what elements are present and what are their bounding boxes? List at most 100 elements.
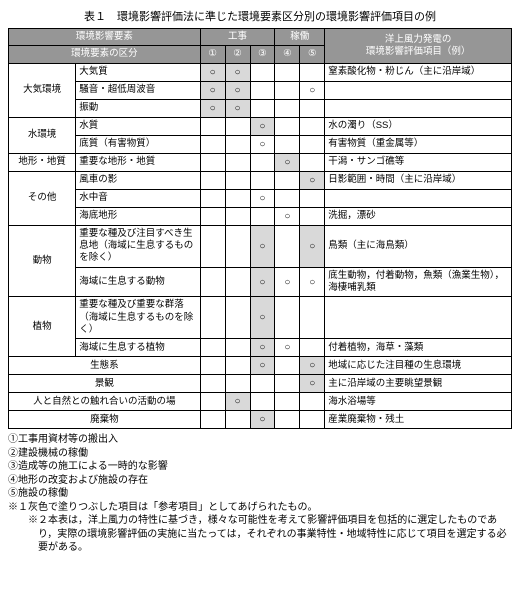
- mark-cell: [225, 225, 250, 267]
- hdr-n1: ①: [200, 46, 225, 63]
- hdr-n3: ③: [250, 46, 275, 63]
- mark-cell: ○: [200, 81, 225, 99]
- mark-cell: ○: [300, 81, 325, 99]
- mark-cell: ○: [275, 267, 300, 297]
- category-cell: その他: [9, 171, 76, 225]
- hdr-n2: ②: [225, 46, 250, 63]
- mark-cell: [250, 207, 275, 225]
- item-cell: 風車の影: [76, 171, 201, 189]
- footnote-line: ④地形の改変および施設の存在: [8, 474, 512, 488]
- mark-cell: [200, 225, 225, 267]
- mark-cell: [300, 135, 325, 153]
- mark-cell: ○: [200, 99, 225, 117]
- mark-cell: [250, 393, 275, 411]
- mark-cell: [275, 225, 300, 267]
- hdr-env-factor: 環境影響要素: [9, 29, 201, 46]
- eval-cell: 産業廃棄物・残土: [325, 411, 512, 429]
- mark-cell: [275, 375, 300, 393]
- eval-cell: 鳥類（主に海鳥類）: [325, 225, 512, 267]
- hdr-env-class: 環境要素の区分: [9, 46, 201, 63]
- mark-cell: ○: [225, 81, 250, 99]
- table-body: 大気環境大気質○○窒素酸化物・粉じん（主に沿岸域）騒音・超低周波音○○○振動○○…: [9, 63, 512, 429]
- mark-cell: ○: [225, 63, 250, 81]
- mark-cell: [250, 81, 275, 99]
- mark-cell: [300, 189, 325, 207]
- footnote-line: ※１灰色で塗りつぶした項目は「参考項目」としてあげられたもの。: [8, 501, 512, 515]
- mark-cell: [250, 375, 275, 393]
- mark-cell: [200, 189, 225, 207]
- table-row: その他風車の影○日影範囲・時間（主に沿岸域）: [9, 171, 512, 189]
- evaluation-table: 環境影響要素 工事 稼働 洋上風力発電の環境影響評価項目（例） 環境要素の区分 …: [8, 28, 512, 429]
- item-cell: 海域に生息する植物: [76, 339, 201, 357]
- mark-cell: ○: [250, 297, 275, 339]
- hdr-n4: ④: [275, 46, 300, 63]
- mark-cell: [225, 357, 250, 375]
- item-cell: 底質（有害物質）: [76, 135, 201, 153]
- mark-cell: ○: [300, 357, 325, 375]
- mark-cell: [250, 63, 275, 81]
- hdr-construction: 工事: [200, 29, 275, 46]
- item-cell: 重要な種及び重要な群落（海域に生息するものを除く）: [76, 297, 201, 339]
- eval-cell: 水の濁り（SS）: [325, 117, 512, 135]
- mark-cell: [275, 189, 300, 207]
- eval-cell: 有害物質（重金属等）: [325, 135, 512, 153]
- mark-cell: ○: [250, 339, 275, 357]
- table-row: 海域に生息する植物○○付着植物，海草・藻類: [9, 339, 512, 357]
- item-cell: 海域に生息する動物: [76, 267, 201, 297]
- mark-cell: [275, 117, 300, 135]
- mark-cell: [300, 297, 325, 339]
- footnote-line: ②建設機械の稼働: [8, 447, 512, 461]
- category-cell: 地形・地質: [9, 153, 76, 171]
- mark-cell: ○: [300, 171, 325, 189]
- mark-cell: [225, 153, 250, 171]
- mark-cell: [225, 207, 250, 225]
- footnote-line: ※２本表は，洋上風力の特性に基づき，様々な可能性を考えて影響評価項目を包括的に選…: [8, 514, 512, 555]
- mark-cell: [300, 153, 325, 171]
- mark-cell: [300, 339, 325, 357]
- eval-cell: 窒素酸化物・粉じん（主に沿岸域）: [325, 63, 512, 81]
- category-cell: 人と自然との触れ合いの活動の場: [9, 393, 201, 411]
- item-cell: 水中音: [76, 189, 201, 207]
- mark-cell: [200, 297, 225, 339]
- category-cell: 大気環境: [9, 63, 76, 117]
- mark-cell: [275, 297, 300, 339]
- mark-cell: ○: [275, 339, 300, 357]
- category-cell: 植物: [9, 297, 76, 357]
- eval-cell: 日影範囲・時間（主に沿岸域）: [325, 171, 512, 189]
- mark-cell: [300, 207, 325, 225]
- item-cell: 重要な種及び注目すべき生息地（海域に生息するものを除く）: [76, 225, 201, 267]
- table-header: 環境影響要素 工事 稼働 洋上風力発電の環境影響評価項目（例） 環境要素の区分 …: [9, 29, 512, 64]
- mark-cell: [300, 99, 325, 117]
- mark-cell: [200, 375, 225, 393]
- eval-cell: 底生動物，付着動物，魚類（漁業生物），海棲哺乳類: [325, 267, 512, 297]
- hdr-wind-eval: 洋上風力発電の環境影響評価項目（例）: [325, 29, 512, 64]
- mark-cell: [200, 171, 225, 189]
- mark-cell: [200, 339, 225, 357]
- mark-cell: [275, 393, 300, 411]
- category-cell: 生態系: [9, 357, 201, 375]
- mark-cell: [300, 63, 325, 81]
- mark-cell: [300, 393, 325, 411]
- mark-cell: [200, 393, 225, 411]
- table-row: 騒音・超低周波音○○○: [9, 81, 512, 99]
- mark-cell: [200, 135, 225, 153]
- hdr-operation: 稼働: [275, 29, 325, 46]
- mark-cell: ○: [300, 267, 325, 297]
- mark-cell: ○: [250, 357, 275, 375]
- eval-cell: [325, 99, 512, 117]
- eval-cell: [325, 189, 512, 207]
- table-row: 振動○○: [9, 99, 512, 117]
- mark-cell: [200, 411, 225, 429]
- mark-cell: ○: [250, 135, 275, 153]
- table-row: 底質（有害物質） ○ 有害物質（重金属等）: [9, 135, 512, 153]
- mark-cell: [200, 117, 225, 135]
- mark-cell: [225, 189, 250, 207]
- footnote-line: ③造成等の施工による一時的な影響: [8, 460, 512, 474]
- table-row: 大気環境大気質○○窒素酸化物・粉じん（主に沿岸域）: [9, 63, 512, 81]
- table-row: 海域に生息する動物○○○底生動物，付着動物，魚類（漁業生物），海棲哺乳類: [9, 267, 512, 297]
- mark-cell: [225, 297, 250, 339]
- mark-cell: ○: [300, 375, 325, 393]
- mark-cell: [300, 117, 325, 135]
- item-cell: 水質: [76, 117, 201, 135]
- eval-cell: 干潟・サンゴ礁等: [325, 153, 512, 171]
